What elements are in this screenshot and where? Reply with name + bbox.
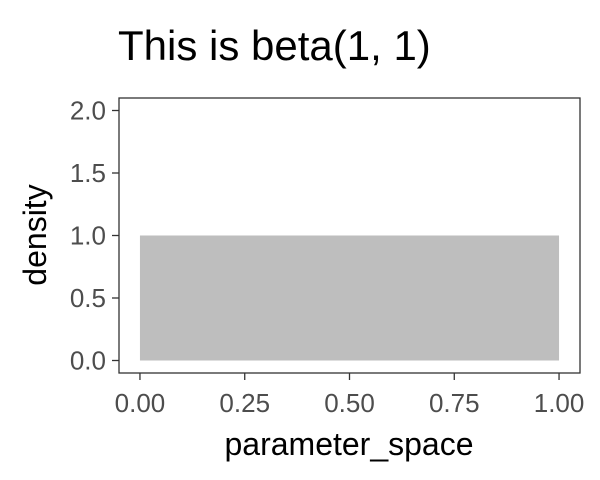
x-axis-title: parameter_space [224,426,473,462]
x-tick-label: 1.00 [534,388,585,418]
y-tick-label: 0.5 [70,283,106,313]
x-tick-label: 0.50 [324,388,375,418]
x-tick-label: 0.00 [115,388,166,418]
y-tick-label: 2.0 [70,96,106,126]
x-tick-label: 0.75 [429,388,480,418]
y-axis: 0.0 0.5 1.0 1.5 2.0 [70,96,119,376]
y-tick-label: 1.5 [70,158,106,188]
y-axis-title: density [17,184,53,285]
x-tick-label: 0.25 [219,388,270,418]
y-tick-label: 1.0 [70,221,106,251]
x-axis: 0.00 0.25 0.50 0.75 1.00 [115,373,585,418]
plot-area [118,97,581,374]
chart-title: This is beta(1, 1) [118,22,431,69]
y-tick-label: 0.0 [70,346,106,376]
density-area-0 [139,235,560,361]
